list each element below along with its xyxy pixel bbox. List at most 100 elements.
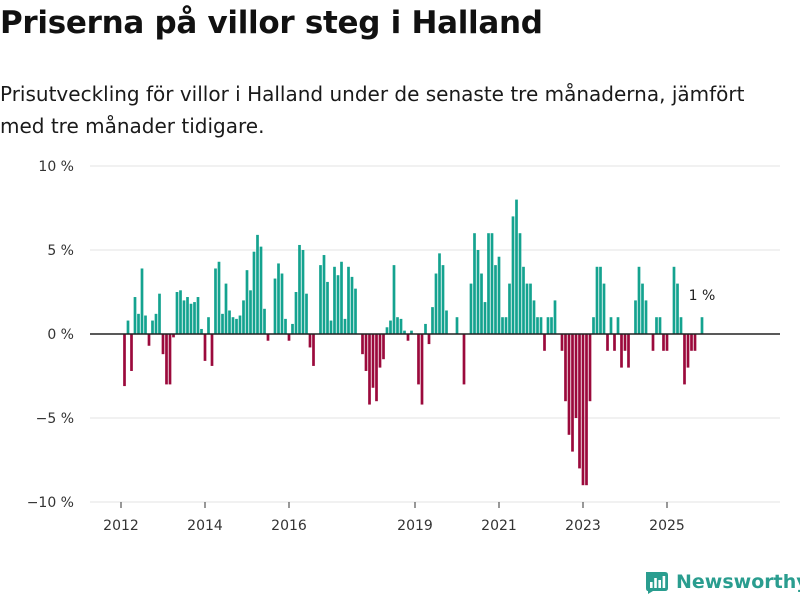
bar <box>529 283 532 334</box>
bar <box>336 275 340 334</box>
bar <box>126 320 130 334</box>
bar <box>434 273 438 334</box>
bar <box>683 334 686 385</box>
bar <box>172 334 175 338</box>
bar <box>210 334 214 366</box>
bar <box>158 293 161 334</box>
bar <box>427 334 431 345</box>
bar <box>364 334 368 371</box>
y-tick-label: 10 % <box>38 159 74 175</box>
bar <box>522 266 525 334</box>
bar <box>417 334 420 385</box>
bar <box>690 334 693 351</box>
bar <box>571 334 574 452</box>
bar <box>406 334 410 341</box>
bar <box>553 300 557 334</box>
last-value-label: 1 % <box>689 288 716 304</box>
bar <box>207 317 210 334</box>
bar <box>476 250 480 334</box>
newsworthy-logo-icon <box>646 572 668 594</box>
bar <box>627 334 630 368</box>
bar <box>445 310 448 334</box>
bar <box>567 334 571 435</box>
bar <box>354 288 357 334</box>
bar <box>679 317 683 334</box>
bar <box>480 273 483 334</box>
bar <box>592 317 595 334</box>
bars-layer <box>123 199 704 486</box>
bar <box>294 292 298 334</box>
bar <box>410 330 413 334</box>
bar <box>252 251 256 334</box>
bar <box>319 265 322 334</box>
bar <box>245 270 249 334</box>
bar <box>301 250 305 334</box>
bar <box>375 334 378 402</box>
chart-title: Priserna på villor steg i Halland <box>0 5 543 41</box>
bar <box>637 266 641 334</box>
bar <box>595 266 599 334</box>
x-tick-label: 2019 <box>397 518 433 534</box>
bar <box>231 317 235 334</box>
bar <box>693 334 697 351</box>
bar-chart: 10 % 5 % 0 % −5 % −10 % 2012 2014 2016 2019 2021 2… <box>27 159 780 534</box>
bar <box>644 300 648 334</box>
bar <box>455 317 459 334</box>
bar <box>508 283 511 334</box>
bar <box>588 334 592 402</box>
chart-subtitle: Prisutveckling för villor i Halland unde… <box>0 82 745 138</box>
bar <box>266 334 270 341</box>
bar <box>140 268 144 334</box>
bar <box>277 263 280 334</box>
bar <box>287 334 291 341</box>
bar <box>574 334 578 418</box>
x-tick-label: 2023 <box>565 518 601 534</box>
bar <box>161 334 165 355</box>
bar <box>536 317 539 334</box>
bar <box>238 315 242 334</box>
bar <box>483 302 487 334</box>
bar <box>662 334 665 351</box>
bar <box>273 278 277 334</box>
bar <box>371 334 375 388</box>
bar <box>473 233 476 334</box>
bar <box>518 233 522 334</box>
bar <box>564 334 567 402</box>
bar <box>182 300 186 334</box>
bar <box>333 266 336 334</box>
bar <box>543 334 546 351</box>
bar <box>686 334 690 368</box>
x-tick-label: 2025 <box>649 518 685 534</box>
bar <box>494 265 497 334</box>
bar <box>581 334 585 486</box>
bar <box>672 266 676 334</box>
bar <box>424 323 427 334</box>
bar <box>280 273 284 334</box>
y-tick-label: −5 % <box>36 411 74 427</box>
bar <box>550 317 553 334</box>
bar <box>305 293 308 334</box>
bar <box>228 310 231 334</box>
bar <box>308 334 312 348</box>
bar <box>151 320 154 334</box>
bar <box>291 323 294 334</box>
bar <box>224 283 228 334</box>
bar <box>431 307 434 334</box>
bar <box>655 317 658 334</box>
bar <box>378 334 382 368</box>
bar <box>242 300 245 334</box>
brand-footer: Newsworthy <box>644 569 800 595</box>
bar <box>350 276 354 334</box>
bar <box>249 290 252 334</box>
bar <box>469 283 473 334</box>
bar <box>634 300 637 334</box>
axis-layer: 10 % 5 % 0 % −5 % −10 % 2012 2014 2016 2019 2021 2… <box>27 159 780 534</box>
x-tick-label: 2014 <box>187 518 223 534</box>
bar <box>137 313 140 334</box>
y-tick-label: 0 % <box>47 327 74 343</box>
bar <box>676 283 679 334</box>
bar <box>389 320 392 334</box>
bar <box>130 334 133 371</box>
bar <box>613 334 616 351</box>
bar <box>189 303 193 334</box>
